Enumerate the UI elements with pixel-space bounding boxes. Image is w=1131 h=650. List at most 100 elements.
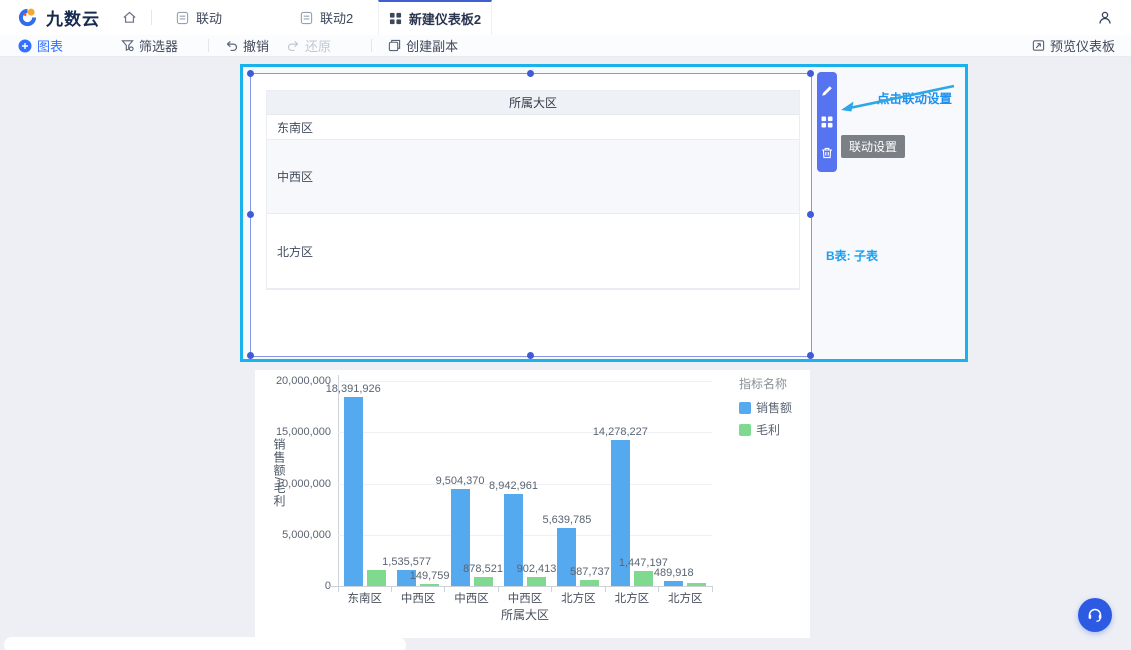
x-axis-tick <box>604 586 606 592</box>
selection-handle[interactable] <box>527 352 534 359</box>
document-icon <box>300 11 313 24</box>
x-axis-tick <box>390 586 392 592</box>
legend-swatch <box>739 423 751 436</box>
divider <box>371 39 373 52</box>
preview-dashboard-button[interactable]: 预览仪表板 <box>1032 36 1115 55</box>
x-category-label: 中西区 <box>400 593 436 605</box>
document-icon <box>176 11 189 24</box>
bar-销售额[interactable] <box>557 528 577 586</box>
x-category-label: 北方区 <box>614 593 650 605</box>
table-header: 所属大区 <box>267 91 799 115</box>
x-axis-title: 所属大区 <box>500 608 549 622</box>
preview-icon <box>1032 40 1045 51</box>
selection-handle[interactable] <box>807 70 814 77</box>
selection-handle[interactable] <box>247 211 254 218</box>
y-axis-labels: 0 5,000,000 10,000,000 15,000,000 20,000,000 <box>255 370 331 600</box>
legend-swatch <box>739 401 751 414</box>
bar-chart-widget[interactable]: 销售额/毛利 0 5,000,000 10,000,000 15,000,000 20,… <box>255 370 810 638</box>
filter-button[interactable]: 筛选器 <box>121 36 178 55</box>
undo-button[interactable]: 撤销 <box>225 36 269 55</box>
x-axis-tick <box>337 586 339 592</box>
tab-label: 联动2 <box>320 11 354 26</box>
support-chat-button[interactable] <box>1078 598 1112 632</box>
editor-toolbar: 图表 筛选器 撤销 还原 创建副本 预览仪表板 <box>0 35 1131 57</box>
funnel-icon <box>121 40 134 52</box>
user-avatar-icon[interactable] <box>1097 10 1113 26</box>
x-category-label: 中西区 <box>507 593 543 605</box>
home-icon[interactable] <box>122 10 137 25</box>
legend-label: 毛利 <box>756 423 781 437</box>
redo-button[interactable]: 还原 <box>287 36 331 55</box>
table-row[interactable]: 北方区 <box>267 214 799 289</box>
bar-销售额[interactable] <box>610 439 630 586</box>
tab-liandong2[interactable]: 联动2 <box>290 0 406 35</box>
add-chart-button[interactable]: 图表 <box>18 36 63 55</box>
bar-毛利[interactable] <box>580 579 600 586</box>
bar-毛利[interactable] <box>633 571 653 586</box>
bar-value-label: 18,391,926 <box>325 383 381 396</box>
bar-value-label: 14,278,227 <box>592 425 648 438</box>
bar-毛利[interactable] <box>687 583 707 586</box>
y-axis-line <box>338 375 339 586</box>
bar-value-label: 902,413 <box>516 562 557 575</box>
tab-new-dashboard-2-active[interactable]: 新建仪表板2 <box>378 0 492 35</box>
table-row[interactable]: 东南区 <box>267 115 799 140</box>
tab-label: 新建仪表板2 <box>408 12 482 27</box>
x-axis-tick <box>658 586 660 592</box>
table-body: 东南区 中西区 北方区 <box>267 115 799 289</box>
delete-widget-button[interactable] <box>820 146 834 160</box>
bar-销售额[interactable] <box>397 570 417 586</box>
bar-value-label: 489,918 <box>653 566 694 579</box>
edit-widget-button[interactable] <box>820 84 834 98</box>
divider <box>151 10 152 25</box>
y-tick-label: 0 <box>325 580 331 592</box>
selection-handle[interactable] <box>807 211 814 218</box>
bar-毛利[interactable] <box>473 576 493 586</box>
y-tick-label: 5,000,000 <box>282 528 331 541</box>
headset-icon <box>1088 608 1102 622</box>
y-tick-label: 10,000,000 <box>275 477 331 490</box>
create-copy-button[interactable]: 创建副本 <box>388 36 458 55</box>
bar-value-label: 5,639,785 <box>542 514 592 527</box>
bar-销售额[interactable] <box>343 397 363 586</box>
plot-area: 东南区 中西区 中西区 中西区 北方区 北方区 北方区 18,391,926 1,535,577… <box>326 370 713 605</box>
bar-销售额[interactable] <box>504 494 523 586</box>
undo-icon <box>226 40 238 52</box>
bar-毛利[interactable] <box>366 569 386 586</box>
dashboard-canvas[interactable]: 所属大区 东南区 中西区 北方区 联动设置 点击联动设置 B表: 子表 销售额/毛利… <box>0 57 1131 650</box>
table-row[interactable]: 中西区 <box>267 140 799 214</box>
bar-毛利[interactable] <box>420 584 440 586</box>
bar-value-label: 9,504,370 <box>435 474 485 487</box>
legend-item-销售额[interactable]: 销售额 <box>739 399 792 416</box>
chart-legend: 指标名称 销售额 毛利 <box>739 375 792 443</box>
copy-icon <box>388 39 401 52</box>
selection-handle[interactable] <box>527 70 534 77</box>
bar-value-label: 878,521 <box>463 562 503 575</box>
linkage-settings-button[interactable] <box>820 115 834 129</box>
bar-value-label: 1,447,197 <box>618 557 668 570</box>
x-axis-tick <box>711 586 713 592</box>
bar-value-label: 587,737 <box>570 565 610 578</box>
bar-销售额[interactable] <box>450 488 470 586</box>
horizontal-scrollbar-thumb[interactable] <box>4 637 406 650</box>
selection-handle[interactable] <box>247 352 254 359</box>
legend-item-毛利[interactable]: 毛利 <box>739 421 792 438</box>
selection-handle[interactable] <box>247 70 254 77</box>
x-category-label: 北方区 <box>561 593 596 605</box>
tab-liandong[interactable]: 联动 <box>166 0 282 35</box>
bar-value-label: 8,942,961 <box>489 480 538 493</box>
tab-label: 联动 <box>196 11 223 26</box>
app-logo[interactable]: 九数云 <box>16 5 100 30</box>
widget-toolbar <box>817 72 837 172</box>
bar-value-label: 149,759 <box>409 570 450 582</box>
selection-handle[interactable] <box>807 352 814 359</box>
x-axis-tick <box>444 586 446 592</box>
region-filter-table: 所属大区 东南区 中西区 北方区 <box>266 90 800 290</box>
x-axis-tick <box>551 586 553 592</box>
bar-销售额[interactable] <box>664 580 684 586</box>
bar-value-label: 1,535,577 <box>382 556 432 569</box>
bar-毛利[interactable] <box>527 576 546 586</box>
gridline <box>338 381 712 382</box>
logo-icon <box>16 6 39 29</box>
gridline <box>338 432 712 434</box>
